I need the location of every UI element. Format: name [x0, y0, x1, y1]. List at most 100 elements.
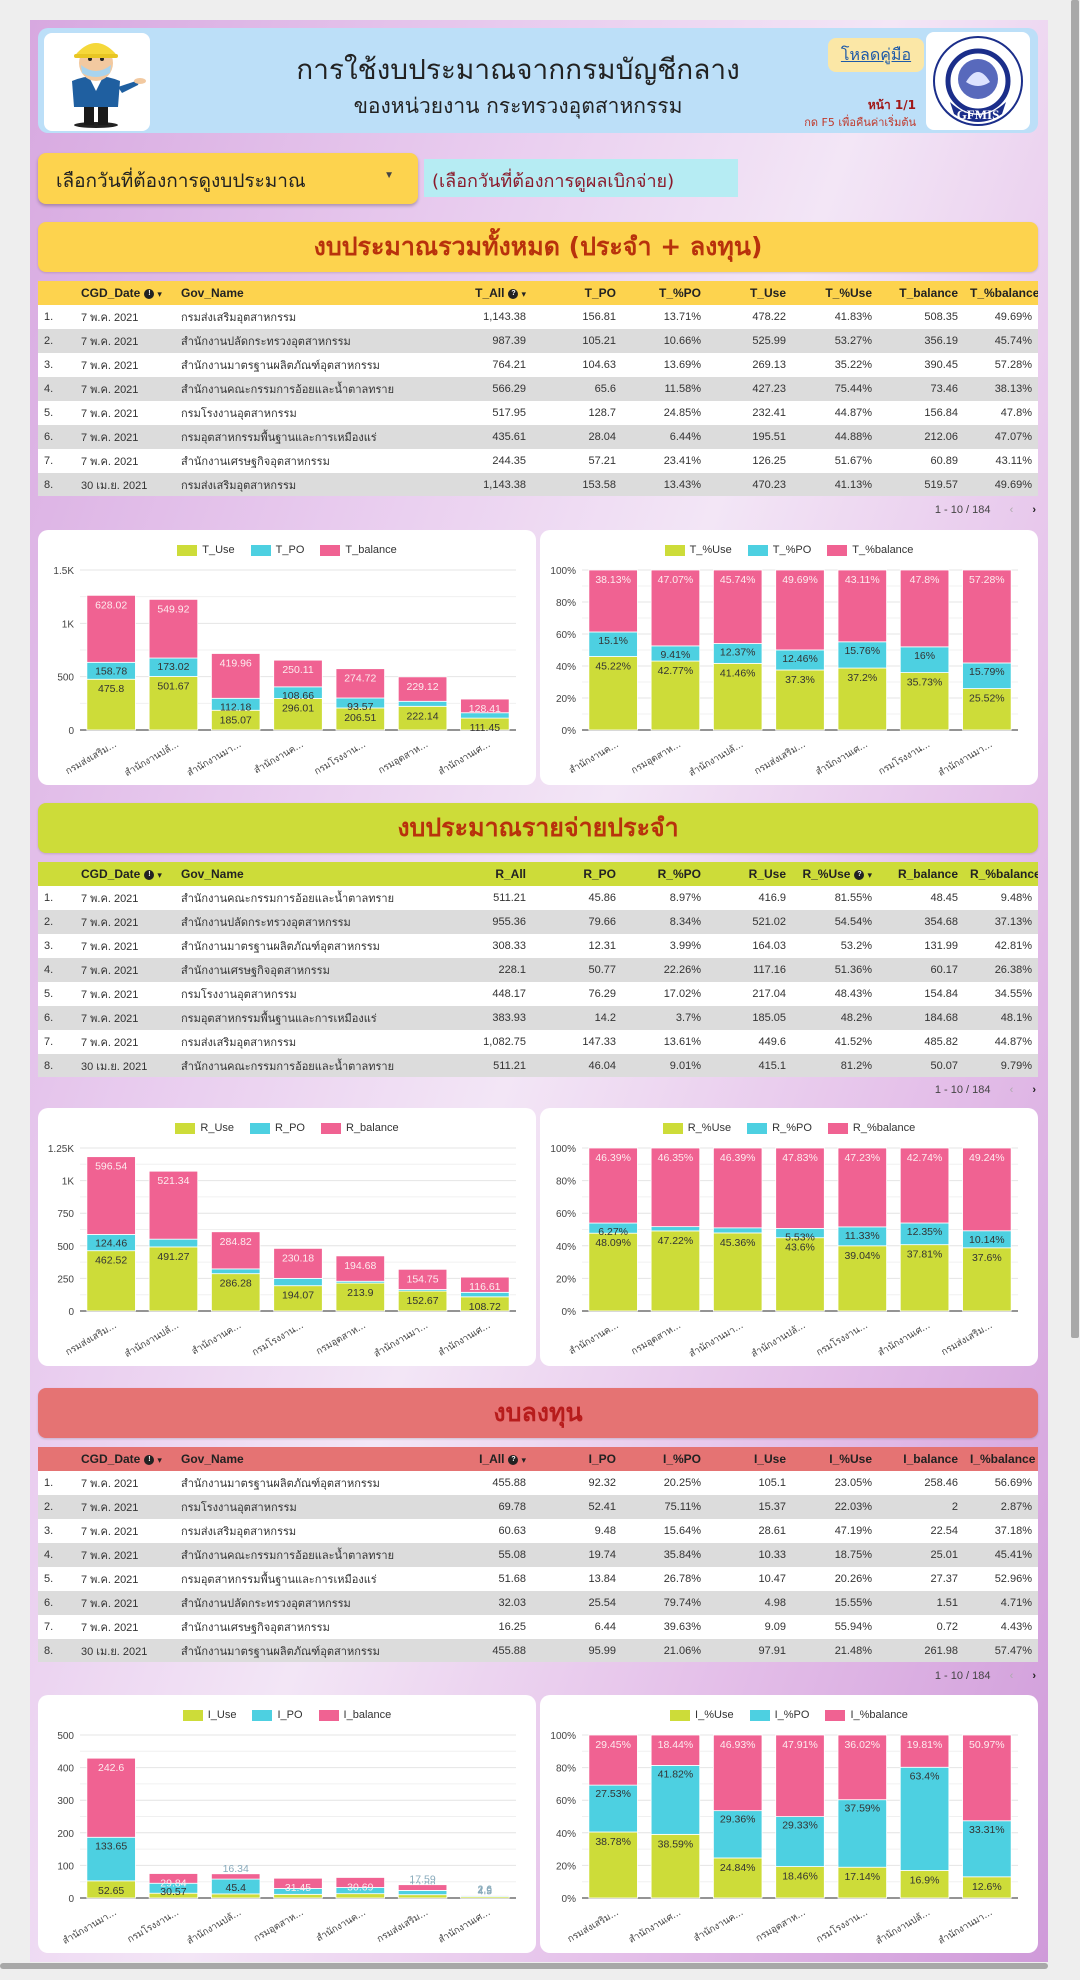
- sort-arrow-icon[interactable]: ▾: [157, 870, 162, 880]
- legend-item[interactable]: R_balance: [321, 1122, 399, 1134]
- table-row[interactable]: 7. 7 พ.ค. 2021 กรมส่งเสริมอุตสาหกรรม 1,082.…: [38, 1030, 1038, 1054]
- legend-item[interactable]: R_PO: [250, 1122, 305, 1134]
- legend-item[interactable]: R_Use: [175, 1122, 234, 1134]
- bar-segment[interactable]: [837, 667, 887, 731]
- bar-segment[interactable]: [837, 641, 887, 669]
- bar-segment[interactable]: [713, 1857, 763, 1899]
- bar-segment[interactable]: [86, 1757, 136, 1838]
- legend-item[interactable]: R_%PO: [747, 1122, 812, 1134]
- bar-segment[interactable]: [588, 1147, 638, 1224]
- table-row[interactable]: 3. 7 พ.ค. 2021 สำนักงานมาตรฐานผลิตภัณฑ์อุต…: [38, 353, 1038, 377]
- bar-segment[interactable]: [650, 1230, 701, 1312]
- table-row[interactable]: 4. 7 พ.ค. 2021 สำนักงานเศรษฐกิจอุตสาหกรรม 2…: [38, 958, 1038, 982]
- bar-segment[interactable]: [713, 1232, 763, 1312]
- bar-segment[interactable]: [962, 1247, 1012, 1312]
- column-header[interactable]: R_%Use? ▾: [792, 867, 878, 881]
- bar-segment[interactable]: [899, 1734, 950, 1768]
- bar-segment[interactable]: [775, 569, 825, 651]
- column-header[interactable]: T_All? ▾: [440, 286, 532, 300]
- bar-segment[interactable]: [460, 698, 510, 714]
- column-header[interactable]: Gov_Name: [175, 286, 440, 300]
- bar-segment[interactable]: [713, 1147, 763, 1229]
- bar-segment[interactable]: [713, 1734, 763, 1812]
- next-page-button[interactable]: ›: [1032, 504, 1036, 516]
- budget-date-dropdown[interactable]: เลือกวันที่ต้องการดูงบประมาณ ▼: [38, 153, 418, 204]
- column-header[interactable]: T_balance: [878, 286, 964, 300]
- horizontal-scrollbar-thumb[interactable]: [0, 1963, 1048, 1969]
- column-header[interactable]: CGD_Date! ▾: [75, 1452, 175, 1466]
- table-row[interactable]: 6. 7 พ.ค. 2021 กรมอุตสาหกรรมพื้นฐานและการเ…: [38, 425, 1038, 449]
- bar-segment[interactable]: [86, 1156, 136, 1235]
- bar-segment[interactable]: [460, 1894, 510, 1896]
- bar-segment[interactable]: [397, 1884, 448, 1891]
- bar-segment[interactable]: [335, 1255, 385, 1282]
- prev-page-button[interactable]: ‹: [1009, 1084, 1014, 1096]
- legend-item[interactable]: T_%balance: [827, 544, 913, 556]
- table-row[interactable]: 8. 30 เม.ย. 2021 สำนักงานคณะกรรมการอ้อยและ…: [38, 1054, 1038, 1077]
- vertical-scrollbar[interactable]: [1070, 0, 1080, 1980]
- column-header[interactable]: R_%balance: [964, 867, 1038, 881]
- legend-item[interactable]: T_PO: [250, 544, 304, 556]
- sort-arrow-icon[interactable]: ▾: [157, 289, 162, 299]
- bar-segment[interactable]: [588, 1232, 638, 1312]
- prev-page-button[interactable]: ‹: [1009, 504, 1014, 516]
- info-icon[interactable]: !: [144, 1454, 155, 1465]
- column-header[interactable]: R_%PO: [622, 867, 707, 881]
- table-row[interactable]: 1. 7 พ.ค. 2021 สำนักงานมาตรฐานผลิตภัณฑ์อุต…: [38, 1471, 1038, 1495]
- bar-segment[interactable]: [273, 1277, 323, 1287]
- bar-segment[interactable]: [962, 1734, 1012, 1822]
- next-page-button[interactable]: ›: [1032, 1670, 1036, 1682]
- column-header[interactable]: I_PO: [532, 1452, 622, 1466]
- bar-segment[interactable]: [962, 688, 1012, 731]
- legend-item[interactable]: T_%PO: [747, 544, 811, 556]
- column-header[interactable]: R_PO: [532, 867, 622, 881]
- table-row[interactable]: 5. 7 พ.ค. 2021 กรมอุตสาหกรรมพื้นฐานและการเ…: [38, 1567, 1038, 1591]
- legend-item[interactable]: R_%balance: [827, 1122, 915, 1134]
- legend-item[interactable]: I_%Use: [670, 1709, 734, 1721]
- bar-segment[interactable]: [837, 1245, 887, 1312]
- table-row[interactable]: 3. 7 พ.ค. 2021 กรมส่งเสริมอุตสาหกรรม 60.63 9…: [38, 1519, 1038, 1543]
- legend-item[interactable]: I_balance: [318, 1709, 391, 1721]
- table-row[interactable]: 1. 7 พ.ค. 2021 สำนักงานคณะกรรมการอ้อยและน้…: [38, 886, 1038, 910]
- bar-segment[interactable]: [148, 1170, 199, 1240]
- column-header[interactable]: CGD_Date! ▾: [75, 867, 175, 881]
- column-header[interactable]: I_balance: [878, 1452, 964, 1466]
- table-row[interactable]: 4. 7 พ.ค. 2021 สำนักงานคณะกรรมการอ้อยและน้…: [38, 377, 1038, 401]
- legend-item[interactable]: T_Use: [177, 544, 235, 556]
- bar-segment[interactable]: [899, 672, 950, 731]
- legend-item[interactable]: T_balance: [320, 544, 397, 556]
- bar-segment[interactable]: [211, 1231, 261, 1270]
- sort-arrow-icon[interactable]: ▾: [867, 870, 872, 880]
- bar-segment[interactable]: [962, 569, 1012, 664]
- sort-arrow-icon[interactable]: ▾: [521, 1455, 526, 1465]
- legend-item[interactable]: T_%Use: [664, 544, 732, 556]
- bar-segment[interactable]: [962, 1820, 1012, 1878]
- bar-segment[interactable]: [713, 569, 763, 644]
- bar-segment[interactable]: [211, 1873, 261, 1880]
- table-row[interactable]: 5. 7 พ.ค. 2021 กรมโรงงานอุตสาหกรรม 517.95 12…: [38, 401, 1038, 425]
- table-row[interactable]: 3. 7 พ.ค. 2021 สำนักงานมาตรฐานผลิตภัณฑ์อุต…: [38, 934, 1038, 958]
- bar-segment[interactable]: [335, 1877, 385, 1888]
- bar-segment[interactable]: [273, 1247, 323, 1279]
- bar-segment[interactable]: [148, 1873, 199, 1884]
- column-header[interactable]: R_balance: [878, 867, 964, 881]
- legend-item[interactable]: I_Use: [182, 1709, 236, 1721]
- table-row[interactable]: 8. 30 เม.ย. 2021 สำนักงานมาตรฐานผลิตภัณฑ์อ…: [38, 1639, 1038, 1662]
- bar-segment[interactable]: [335, 1282, 385, 1312]
- bar-segment[interactable]: [962, 662, 1012, 689]
- sort-arrow-icon[interactable]: ▾: [157, 1455, 162, 1465]
- bar-segment[interactable]: [211, 653, 261, 699]
- table-row[interactable]: 7. 7 พ.ค. 2021 สำนักงานเศรษฐกิจอุตสาหกรรม 1…: [38, 1615, 1038, 1639]
- column-header[interactable]: I_%balance: [964, 1452, 1038, 1466]
- horizontal-scrollbar[interactable]: [0, 1963, 1050, 1969]
- prev-page-button[interactable]: ‹: [1009, 1670, 1014, 1682]
- bar-segment[interactable]: [273, 1285, 323, 1312]
- bar-segment[interactable]: [588, 1734, 638, 1786]
- column-header[interactable]: Gov_Name: [175, 867, 440, 881]
- bar-segment[interactable]: [899, 1147, 950, 1224]
- vertical-scrollbar-thumb[interactable]: [1071, 0, 1079, 1338]
- info-icon[interactable]: !: [144, 869, 155, 880]
- bar-segment[interactable]: [899, 1766, 950, 1871]
- column-header[interactable]: R_All: [440, 867, 532, 881]
- column-header[interactable]: T_PO: [532, 286, 622, 300]
